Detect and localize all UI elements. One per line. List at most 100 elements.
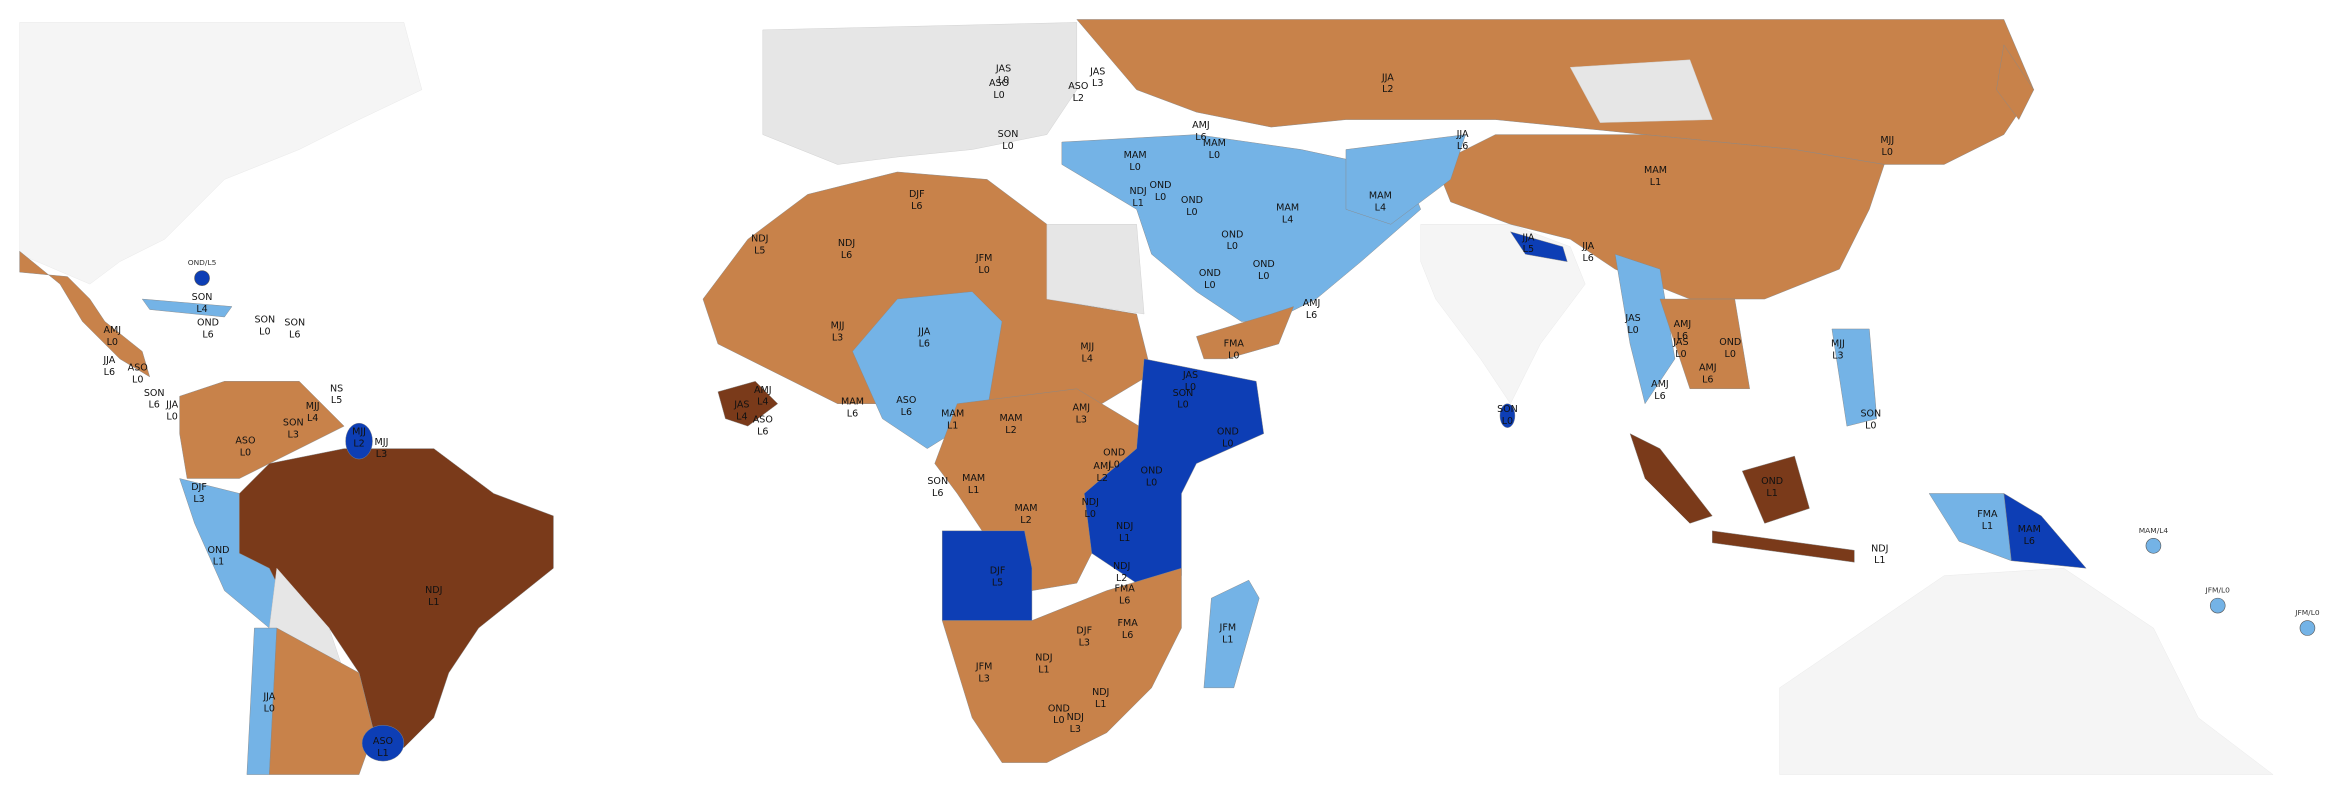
north-america xyxy=(19,22,423,285)
level-label: L6 xyxy=(1195,132,1206,143)
level-label: L2 xyxy=(1005,425,1016,436)
region-label: MAM/L4 xyxy=(2139,526,2169,535)
libya-egypt xyxy=(1046,224,1145,315)
level-label: L0 xyxy=(998,75,1009,86)
level-label: L1 xyxy=(1982,521,1993,532)
season-label: SON xyxy=(254,314,275,325)
season-label: AMJ xyxy=(1674,319,1692,330)
level-label: L0 xyxy=(1627,325,1638,336)
season-label: NDJ xyxy=(1116,521,1133,532)
level-label: L0 xyxy=(1502,416,1513,427)
level-label: L6 xyxy=(1582,253,1593,264)
level-label: L4 xyxy=(307,413,318,424)
season-label: SON xyxy=(283,418,304,429)
season-label: ASO xyxy=(128,362,148,373)
season-label: ASO xyxy=(373,736,393,747)
india xyxy=(1420,224,1586,405)
level-label: L1 xyxy=(1650,177,1661,188)
season-label: OND xyxy=(1103,448,1125,459)
level-label: L4 xyxy=(1082,353,1093,364)
season-label: OND xyxy=(1221,229,1243,240)
level-label: L6 xyxy=(757,427,768,438)
mexico xyxy=(19,250,151,378)
season-label: ASO xyxy=(896,395,916,406)
season-label: JFM xyxy=(1219,623,1237,634)
season-label: MAM xyxy=(1014,503,1037,514)
level-label: L0 xyxy=(1204,280,1215,291)
season-label: JAS xyxy=(733,400,749,411)
level-label: L5 xyxy=(331,395,342,406)
level-label: L6 xyxy=(1654,391,1665,402)
level-label: L4 xyxy=(1375,202,1386,213)
season-label: JAS xyxy=(1089,66,1105,77)
level-label: L6 xyxy=(104,367,115,378)
season-label: JAS xyxy=(995,63,1011,74)
season-label: AMJ xyxy=(1699,362,1717,373)
season-label: ASO xyxy=(989,78,1009,89)
level-label: L1 xyxy=(1874,555,1885,566)
level-label: L6 xyxy=(1119,596,1130,607)
level-label: L2 xyxy=(1073,93,1084,104)
season-label: FMA xyxy=(1115,584,1136,595)
level-label: L6 xyxy=(1306,310,1317,321)
season-label: NDJ xyxy=(1067,712,1084,723)
season-label: SON xyxy=(998,129,1019,140)
season-label: MJJ xyxy=(352,427,366,438)
level-label: L0 xyxy=(259,326,270,337)
season-label: ASO xyxy=(235,436,255,447)
season-label: MJJ xyxy=(1080,341,1094,352)
level-label: L3 xyxy=(1076,415,1087,426)
guinea xyxy=(717,381,779,427)
level-label: L6 xyxy=(2024,536,2035,547)
season-label: AMJ xyxy=(1093,461,1111,472)
level-label: L0 xyxy=(1258,271,1269,282)
season-label: OND xyxy=(1150,180,1172,191)
season-label: MJJ xyxy=(375,437,389,448)
season-label: JJA xyxy=(262,691,275,702)
level-label: L5 xyxy=(754,246,765,257)
sumatra xyxy=(1629,433,1713,524)
season-label: FMA xyxy=(1977,509,1998,520)
sri-lanka xyxy=(1499,403,1516,428)
season-label: MAM xyxy=(1644,165,1667,176)
level-label: L0 xyxy=(1228,350,1239,361)
philippines xyxy=(1831,328,1878,427)
level-label: L0 xyxy=(166,412,177,423)
region-labels: JASL0ASOL0JASL3ASOL2JJAL2SONL0AMJL6MAML0… xyxy=(102,63,2320,759)
season-label: MAM xyxy=(1369,190,1392,201)
level-label: L0 xyxy=(1002,141,1013,152)
season-label: OND xyxy=(1181,195,1203,206)
level-label: L0 xyxy=(1865,421,1876,432)
level-label: L1 xyxy=(1132,198,1143,209)
china xyxy=(1435,134,1885,300)
season-label: SON xyxy=(927,476,948,487)
level-label: L0 xyxy=(1177,400,1188,411)
thailand xyxy=(1659,298,1750,390)
season-label: JJA xyxy=(917,326,930,337)
level-label: L1 xyxy=(968,485,979,496)
level-label: L0 xyxy=(132,374,143,385)
level-label: L3 xyxy=(978,673,989,684)
season-label: SON xyxy=(1173,388,1194,399)
level-label: L5 xyxy=(1523,244,1534,255)
season-label: ASO xyxy=(1068,81,1088,92)
season-label: SON xyxy=(1497,404,1518,415)
middle-east xyxy=(1061,134,1421,322)
level-label: L6 xyxy=(1677,331,1688,342)
season-label: SON xyxy=(284,317,305,328)
myanmar xyxy=(1614,253,1676,405)
season-label: OND xyxy=(1253,259,1275,270)
level-label: L1 xyxy=(1095,699,1106,710)
level-label: L6 xyxy=(148,400,159,411)
uruguay xyxy=(361,725,405,762)
cuba xyxy=(141,298,233,318)
level-label: L2 xyxy=(1097,473,1108,484)
season-label: DJF xyxy=(909,189,925,200)
season-label: MAM xyxy=(941,409,964,420)
season-label: JAS xyxy=(1624,313,1640,324)
yemen-oman xyxy=(1196,306,1295,360)
level-label: L0 xyxy=(1155,192,1166,203)
level-label: L1 xyxy=(213,557,224,568)
level-label: L6 xyxy=(847,409,858,420)
season-label: OND xyxy=(1217,427,1239,438)
